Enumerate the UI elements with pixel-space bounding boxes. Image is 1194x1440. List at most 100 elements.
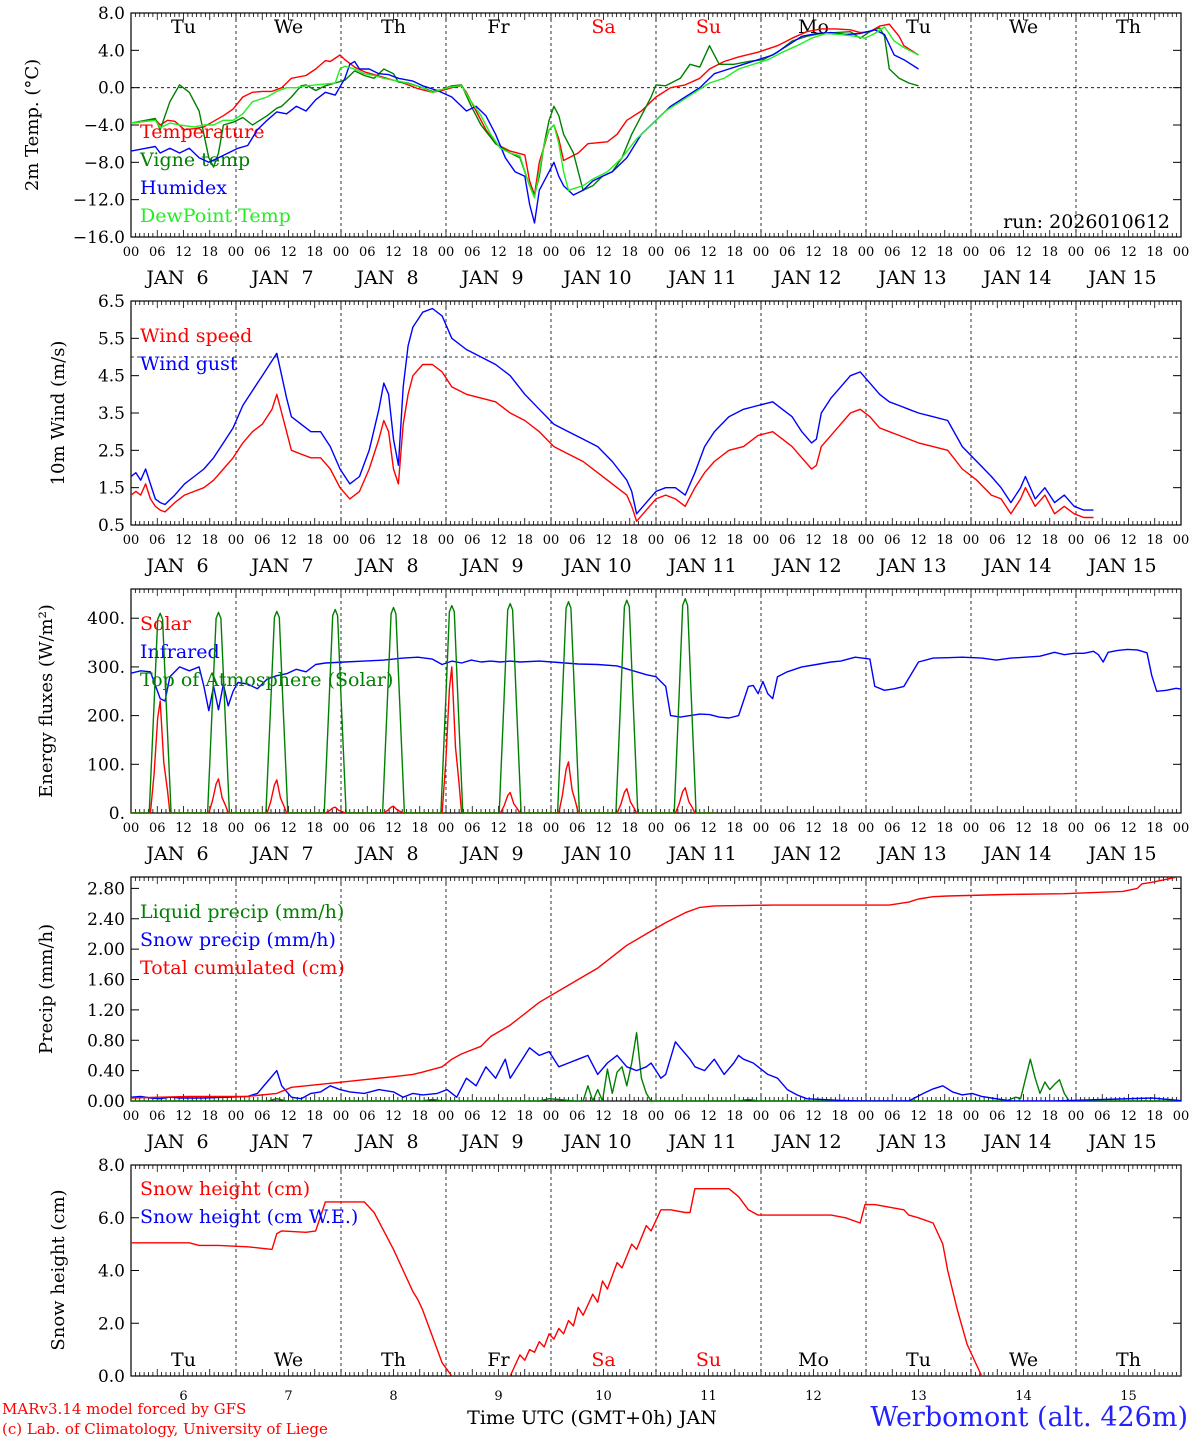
- y-tick-label: 0.40: [87, 1062, 125, 1082]
- hour-tick-label: 12: [280, 1109, 297, 1124]
- energy-fluxes-panel: 0. 100. 200. 300. 400. Energy fluxes (W/m²) 00…: [36, 588, 1189, 865]
- hour-tick-label: 12: [280, 245, 297, 260]
- y-tick-label: 0.80: [87, 1031, 125, 1051]
- hour-tick-label: 06: [884, 245, 901, 260]
- hour-tick-label: 00: [123, 245, 140, 260]
- hour-tick-label: 00: [858, 1109, 875, 1124]
- hour-tick-label: 18: [1146, 533, 1163, 548]
- hour-tick-label: 00: [858, 533, 875, 548]
- hour-tick-label: 00: [648, 821, 665, 836]
- weekday-label: Tu: [906, 1349, 931, 1371]
- hour-tick-label: 18: [411, 821, 428, 836]
- hour-tick-label: 18: [936, 533, 953, 548]
- date-label: JAN 9: [459, 1131, 523, 1153]
- hour-tick-label: 18: [516, 1109, 533, 1124]
- hour-tick-label: 06: [989, 1109, 1006, 1124]
- legend-temperature: Temperature: [140, 121, 264, 143]
- y-tick-label: 2.0: [98, 1314, 125, 1334]
- y-tick-label: 4.0: [98, 41, 125, 61]
- hour-tick-label: 00: [333, 533, 350, 548]
- hour-tick-label: 12: [805, 1109, 822, 1124]
- hour-tick-label: 18: [621, 245, 638, 260]
- hour-tick-label: 06: [674, 533, 691, 548]
- hour-tick-label: 00: [753, 821, 770, 836]
- hour-tick-label: 18: [516, 533, 533, 548]
- hour-tick-label: 06: [674, 821, 691, 836]
- legend-snow-precip-mm-h-: Snow precip (mm/h): [140, 929, 336, 951]
- y-tick-label: −16.0: [73, 228, 125, 248]
- weekday-label: Th: [381, 1349, 406, 1371]
- hour-tick-label: 18: [1041, 245, 1058, 260]
- hour-tick-label: 18: [726, 1109, 743, 1124]
- hour-tick-label: 12: [700, 533, 717, 548]
- hour-tick-label: 12: [1015, 821, 1032, 836]
- y-tick-label: 2.80: [87, 879, 125, 899]
- y-axis-label: Precip (mm/h): [36, 924, 57, 1054]
- date-label: JAN 7: [249, 267, 313, 289]
- hour-tick-label: 00: [438, 1109, 455, 1124]
- hour-tick-label: 18: [201, 533, 218, 548]
- weekday-label: Sa: [591, 1349, 615, 1371]
- hour-tick-label: 00: [123, 1109, 140, 1124]
- date-label: JAN 6: [144, 267, 208, 289]
- run-label: run: 2026010612: [1003, 211, 1170, 233]
- snow-height-panel: 0.0 2.0 4.0 6.0 8.0 Snow height (cm) Tu 6 We 7 Th 8…: [48, 1156, 1182, 1404]
- series-line-solar: [131, 666, 715, 813]
- hour-tick-label: 06: [1094, 533, 1111, 548]
- legend-liquid-precip-mm-h-: Liquid precip (mm/h): [140, 901, 344, 923]
- y-axis-label: 10m Wind (m/s): [48, 341, 69, 486]
- hour-tick-label: 18: [516, 821, 533, 836]
- hour-tick-label: 06: [884, 821, 901, 836]
- hour-tick-label: 18: [1041, 1109, 1058, 1124]
- weekday-label: Mo: [798, 1349, 829, 1371]
- date-label: JAN 9: [459, 843, 523, 865]
- hour-tick-label: 12: [1120, 821, 1137, 836]
- hour-tick-label: 18: [621, 1109, 638, 1124]
- date-label: JAN 12: [771, 843, 841, 865]
- precipitation-panel: 0.00 0.40 0.80 1.20 1.60 2.00 2.40 2.80 Precip (…: [36, 876, 1189, 1153]
- hour-tick-label: 06: [464, 245, 481, 260]
- hour-tick-label: 00: [1068, 1109, 1085, 1124]
- hour-tick-label: 06: [254, 821, 271, 836]
- series-line-top-of-atmosphere-solar-: [131, 598, 715, 813]
- hour-tick-label: 12: [1120, 1109, 1137, 1124]
- hour-tick-label: 12: [910, 821, 927, 836]
- hour-tick-label: 18: [831, 245, 848, 260]
- hour-tick-label: 06: [359, 1109, 376, 1124]
- date-label: JAN 7: [249, 555, 313, 577]
- y-tick-label: 200.: [87, 707, 125, 727]
- day-number-label: 9: [494, 1389, 502, 1404]
- y-tick-label: 6.0: [98, 1209, 125, 1229]
- hour-tick-label: 06: [884, 1109, 901, 1124]
- hour-tick-label: 18: [306, 533, 323, 548]
- day-number-label: 15: [1120, 1389, 1137, 1404]
- hour-tick-label: 00: [543, 533, 560, 548]
- date-label: JAN 12: [771, 555, 841, 577]
- date-label: JAN 13: [876, 267, 946, 289]
- series-line-snow-height-cm-: [131, 1188, 1181, 1376]
- hour-tick-label: 06: [989, 533, 1006, 548]
- series-line-wind-gust: [131, 307, 1094, 515]
- hour-tick-label: 12: [490, 1109, 507, 1124]
- date-label: JAN 11: [666, 267, 736, 289]
- hour-tick-label: 00: [543, 245, 560, 260]
- hour-tick-label: 18: [936, 1109, 953, 1124]
- date-label: JAN 10: [561, 267, 631, 289]
- hour-tick-label: 18: [726, 245, 743, 260]
- y-tick-label: 1.60: [87, 971, 125, 991]
- date-label: JAN 8: [354, 843, 418, 865]
- hour-tick-label: 12: [910, 533, 927, 548]
- hour-tick-label: 06: [779, 1109, 796, 1124]
- hour-tick-label: 06: [884, 533, 901, 548]
- y-tick-label: 1.20: [87, 1001, 125, 1021]
- hour-tick-label: 18: [1041, 533, 1058, 548]
- hour-tick-label: 00: [753, 245, 770, 260]
- date-label: JAN 12: [771, 267, 841, 289]
- hour-tick-label: 12: [385, 245, 402, 260]
- series-line-dewpoint-temp: [131, 26, 919, 199]
- hour-tick-label: 06: [779, 821, 796, 836]
- hour-tick-label: 18: [726, 533, 743, 548]
- hour-tick-label: 06: [359, 821, 376, 836]
- y-tick-label: 0.0: [98, 79, 125, 99]
